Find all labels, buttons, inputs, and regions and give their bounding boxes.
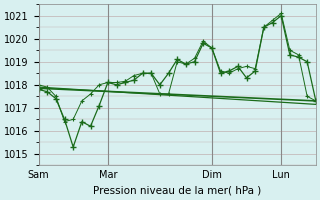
X-axis label: Pression niveau de la mer( hPa ): Pression niveau de la mer( hPa ) [93, 186, 261, 196]
